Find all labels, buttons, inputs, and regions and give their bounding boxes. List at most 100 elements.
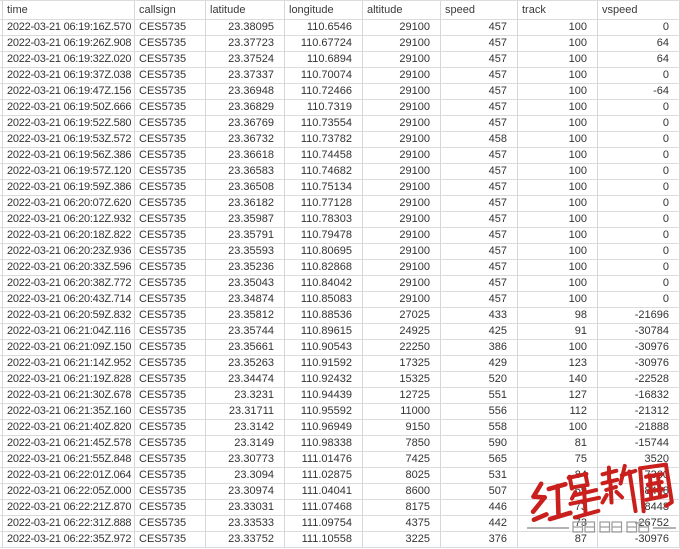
cell-vspeed[interactable]: -8448: [598, 500, 680, 516]
cell-callsign[interactable]: CES5735: [135, 340, 206, 356]
cell-speed[interactable]: 457: [441, 260, 518, 276]
cell-altitude[interactable]: 29100: [363, 212, 441, 228]
cell-speed[interactable]: 457: [441, 84, 518, 100]
cell-longitude[interactable]: 110.90543: [285, 340, 363, 356]
cell-latitude[interactable]: 23.33031: [206, 500, 285, 516]
cell-time[interactable]: 2022-03-21 06:19:26Z.908: [3, 36, 135, 52]
cell-longitude[interactable]: 110.6894: [285, 52, 363, 68]
cell-longitude[interactable]: 111.01476: [285, 452, 363, 468]
cell-callsign[interactable]: CES5735: [135, 116, 206, 132]
cell-time[interactable]: 2022-03-21 06:19:50Z.666: [3, 100, 135, 116]
cell-altitude[interactable]: 29100: [363, 276, 441, 292]
cell-time[interactable]: 2022-03-21 06:21:19Z.828: [3, 372, 135, 388]
cell-track[interactable]: 84: [518, 468, 598, 484]
cell-altitude[interactable]: 29100: [363, 20, 441, 36]
cell-time[interactable]: 2022-03-21 06:20:23Z.936: [3, 244, 135, 260]
cell-longitude[interactable]: 110.75134: [285, 180, 363, 196]
cell-track[interactable]: 100: [518, 132, 598, 148]
cell-longitude[interactable]: 110.96949: [285, 420, 363, 436]
cell-latitude[interactable]: 23.3231: [206, 388, 285, 404]
cell-vspeed[interactable]: 0: [598, 244, 680, 260]
cell-altitude[interactable]: 8025: [363, 468, 441, 484]
cell-track[interactable]: 127: [518, 388, 598, 404]
cell-longitude[interactable]: 111.09754: [285, 516, 363, 532]
cell-callsign[interactable]: CES5735: [135, 196, 206, 212]
cell-altitude[interactable]: 9150: [363, 420, 441, 436]
cell-callsign[interactable]: CES5735: [135, 468, 206, 484]
cell-track[interactable]: 140: [518, 372, 598, 388]
cell-time[interactable]: 2022-03-21 06:19:47Z.156: [3, 84, 135, 100]
cell-longitude[interactable]: 111.10558: [285, 532, 363, 548]
cell-speed[interactable]: 457: [441, 100, 518, 116]
cell-callsign[interactable]: CES5735: [135, 436, 206, 452]
cell-altitude[interactable]: 17325: [363, 356, 441, 372]
cell-altitude[interactable]: 15325: [363, 372, 441, 388]
cell-speed[interactable]: 531: [441, 468, 518, 484]
cell-callsign[interactable]: CES5735: [135, 244, 206, 260]
cell-vspeed[interactable]: 0: [598, 180, 680, 196]
cell-altitude[interactable]: 29100: [363, 196, 441, 212]
cell-longitude[interactable]: 110.79478: [285, 228, 363, 244]
cell-longitude[interactable]: 111.04041: [285, 484, 363, 500]
cell-speed[interactable]: 457: [441, 244, 518, 260]
cell-callsign[interactable]: CES5735: [135, 484, 206, 500]
cell-time[interactable]: 2022-03-21 06:19:32Z.020: [3, 52, 135, 68]
cell-latitude[interactable]: 23.34474: [206, 372, 285, 388]
cell-latitude[interactable]: 23.36182: [206, 196, 285, 212]
cell-speed[interactable]: 507: [441, 484, 518, 500]
cell-altitude[interactable]: 8175: [363, 500, 441, 516]
cell-altitude[interactable]: 29100: [363, 148, 441, 164]
cell-track[interactable]: 100: [518, 52, 598, 68]
cell-time[interactable]: 2022-03-21 06:19:53Z.572: [3, 132, 135, 148]
cell-track[interactable]: 100: [518, 100, 598, 116]
cell-callsign[interactable]: CES5735: [135, 532, 206, 548]
cell-callsign[interactable]: CES5735: [135, 84, 206, 100]
cell-vspeed[interactable]: 0: [598, 260, 680, 276]
cell-callsign[interactable]: CES5735: [135, 372, 206, 388]
cell-vspeed[interactable]: -16832: [598, 388, 680, 404]
cell-time[interactable]: 2022-03-21 06:21:55Z.848: [3, 452, 135, 468]
cell-vspeed[interactable]: -30784: [598, 324, 680, 340]
cell-longitude[interactable]: 110.84042: [285, 276, 363, 292]
cell-speed[interactable]: 458: [441, 132, 518, 148]
cell-speed[interactable]: 457: [441, 52, 518, 68]
cell-latitude[interactable]: 23.35043: [206, 276, 285, 292]
cell-callsign[interactable]: CES5735: [135, 260, 206, 276]
cell-longitude[interactable]: 110.95592: [285, 404, 363, 420]
cell-vspeed[interactable]: 0: [598, 196, 680, 212]
cell-vspeed[interactable]: 0: [598, 148, 680, 164]
cell-latitude[interactable]: 23.37723: [206, 36, 285, 52]
cell-vspeed[interactable]: 7360: [598, 468, 680, 484]
cell-longitude[interactable]: 110.73782: [285, 132, 363, 148]
cell-callsign[interactable]: CES5735: [135, 308, 206, 324]
cell-time[interactable]: 2022-03-21 06:20:18Z.822: [3, 228, 135, 244]
cell-callsign[interactable]: CES5735: [135, 52, 206, 68]
cell-time[interactable]: 2022-03-21 06:20:59Z.832: [3, 308, 135, 324]
cell-longitude[interactable]: 110.80695: [285, 244, 363, 260]
cell-track[interactable]: 100: [518, 164, 598, 180]
cell-track[interactable]: 91: [518, 324, 598, 340]
cell-track[interactable]: 100: [518, 212, 598, 228]
cell-longitude[interactable]: 110.78303: [285, 212, 363, 228]
cell-callsign[interactable]: CES5735: [135, 500, 206, 516]
cell-longitude[interactable]: 110.85083: [285, 292, 363, 308]
cell-track[interactable]: 112: [518, 404, 598, 420]
cell-altitude[interactable]: 8600: [363, 484, 441, 500]
cell-longitude[interactable]: 110.67724: [285, 36, 363, 52]
cell-time[interactable]: 2022-03-21 06:21:30Z.678: [3, 388, 135, 404]
cell-speed[interactable]: 429: [441, 356, 518, 372]
cell-altitude[interactable]: 29100: [363, 52, 441, 68]
cell-vspeed[interactable]: 0: [598, 276, 680, 292]
cell-speed[interactable]: 565: [441, 452, 518, 468]
cell-longitude[interactable]: 110.94439: [285, 388, 363, 404]
column-header-callsign[interactable]: callsign: [135, 1, 206, 20]
cell-time[interactable]: 2022-03-21 06:19:52Z.580: [3, 116, 135, 132]
cell-speed[interactable]: 590: [441, 436, 518, 452]
cell-longitude[interactable]: 111.07468: [285, 500, 363, 516]
cell-latitude[interactable]: 23.33533: [206, 516, 285, 532]
cell-latitude[interactable]: 23.35812: [206, 308, 285, 324]
cell-time[interactable]: 2022-03-21 06:20:43Z.714: [3, 292, 135, 308]
cell-track[interactable]: 81: [518, 436, 598, 452]
column-header-speed[interactable]: speed: [441, 1, 518, 20]
cell-callsign[interactable]: CES5735: [135, 388, 206, 404]
